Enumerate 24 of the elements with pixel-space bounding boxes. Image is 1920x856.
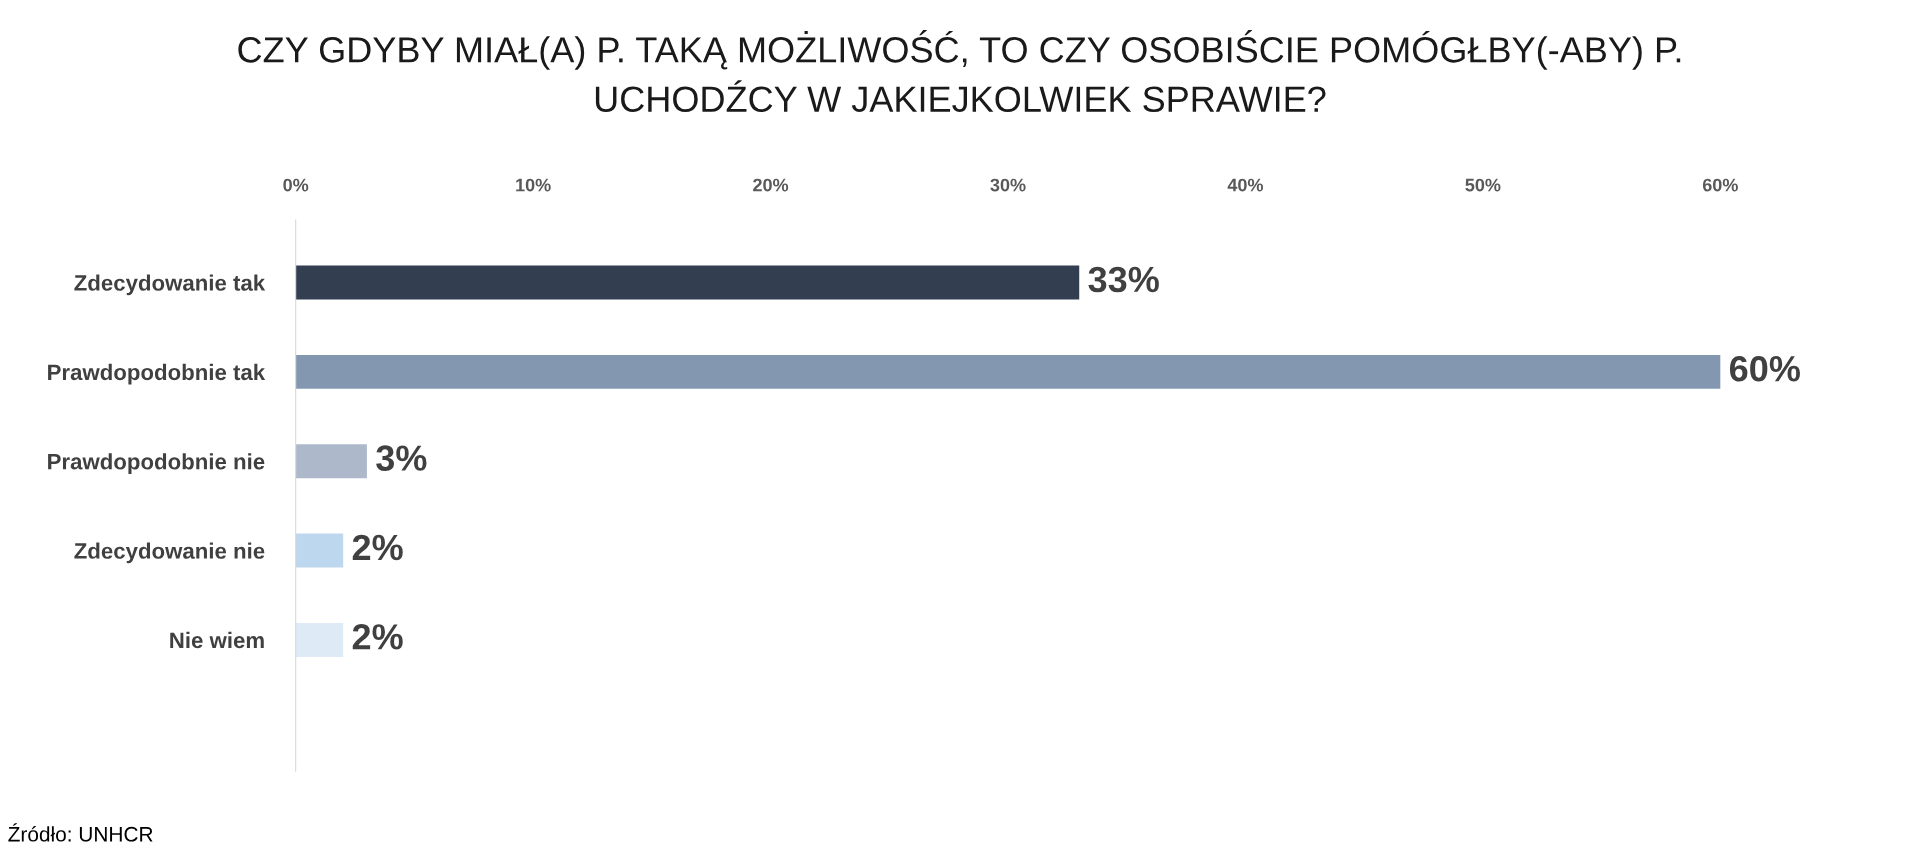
x-tick-label: 10% (516, 178, 551, 192)
y-tick-label: Zdecydowanie tak (74, 274, 266, 296)
bar (295, 354, 1721, 389)
x-tick-label: 20% (753, 178, 789, 192)
bar (295, 533, 344, 568)
x-tick-label: 40% (1227, 178, 1264, 192)
chart-title: CZY GDYBY MIAŁ(A) P. TAKĄ MOŻLIWOŚĆ, TO CZY OSOBIŚCIE POMÓGŁBY(-ABY) P. UCHODŹCY W JAKIEJKOLWIEK SPRAWIE? (238, 29, 1681, 113)
bar (295, 622, 344, 657)
y-tick-label: Prawdopodobnie tak (48, 363, 266, 385)
data-label: 3% (376, 445, 427, 471)
y-tick-label: Zdecydowanie nie (74, 542, 265, 564)
data-label: 33% (1088, 266, 1159, 293)
bar (295, 265, 1080, 300)
x-tick-label: 60% (1702, 178, 1738, 192)
x-tick-label: 0% (283, 178, 309, 192)
bar (295, 444, 367, 479)
y-tick-label: Prawdopodobnie nie (48, 453, 265, 474)
x-tick-label: 30% (990, 178, 1026, 192)
y-tick-label: Nie wiem (170, 631, 264, 649)
x-tick-label: 50% (1465, 178, 1501, 192)
data-label: 2% (352, 534, 403, 561)
data-label: 2% (352, 624, 403, 650)
text: Źródło: UNHCR (8, 823, 153, 842)
data-label: 60% (1729, 356, 1800, 382)
